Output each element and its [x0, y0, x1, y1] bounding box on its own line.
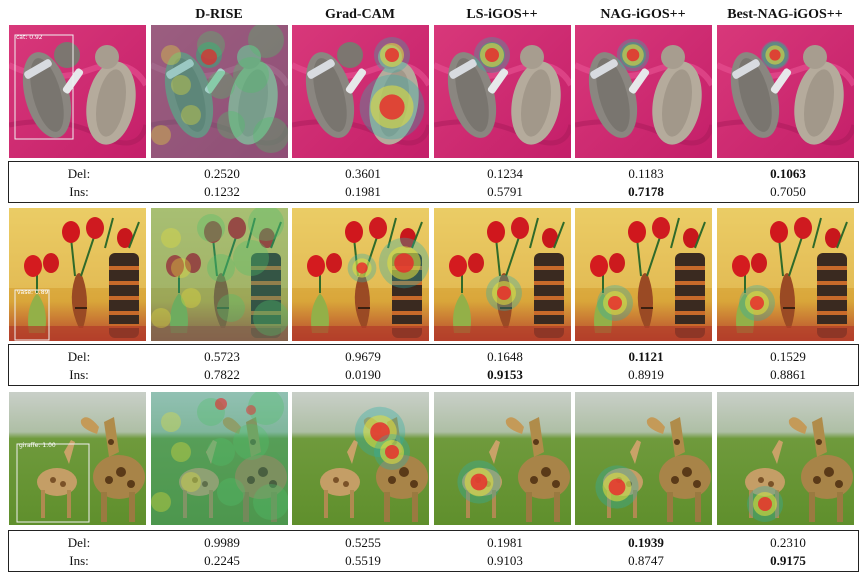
ins-value: 0.1232 [204, 184, 240, 199]
del-value: 0.2310 [770, 535, 806, 550]
image-cat-grad-cam [292, 25, 429, 158]
del-value: 0.1529 [770, 349, 806, 364]
header-d-rise: D-RISE [195, 7, 243, 22]
del-value: 0.2520 [204, 166, 240, 181]
del-label: Del: [67, 349, 91, 364]
del-label: Del: [67, 166, 91, 181]
ins-value: 0.8919 [628, 367, 664, 382]
image-giraffe-grad-cam [292, 392, 429, 525]
metrics-table-giraffe: Del: Ins: 0.9989 0.2245 0.5255 0.5519 0.1981 0.… [8, 530, 859, 572]
ins-value: 0.5791 [487, 184, 523, 199]
ins-value: 0.1981 [345, 184, 381, 199]
del-value: 0.3601 [345, 166, 381, 181]
ins-label: Ins: [69, 184, 89, 199]
image-vase-nag-igos [575, 208, 712, 341]
image-giraffe-nag-igos [575, 392, 712, 525]
detection-label: giraffe: 1.00 [19, 442, 56, 449]
image-giraffe-input: giraffe: 1.00 [9, 392, 146, 525]
image-vase-input: vase: 0.89 [9, 208, 146, 341]
del-value: 0.5723 [204, 349, 240, 364]
image-cat-best-nag-igos [717, 25, 854, 158]
ins-value: 0.7050 [770, 184, 806, 199]
ins-label: Ins: [69, 553, 89, 568]
image-cat-ls-igos [434, 25, 571, 158]
ins-value: 0.7822 [204, 367, 240, 382]
image-cat-d-rise [151, 25, 288, 158]
ins-label: Ins: [69, 367, 89, 382]
image-giraffe-d-rise [151, 392, 288, 525]
ins-value: 0.5519 [345, 553, 381, 568]
detection-label: cat: 0.92 [16, 34, 43, 41]
del-value: 0.1981 [487, 535, 523, 550]
header-grad-cam: Grad-CAM [325, 7, 395, 22]
ins-value: 0.7178 [628, 184, 664, 199]
ins-value: 0.8861 [770, 367, 806, 382]
ins-value: 0.8747 [628, 553, 664, 568]
del-value: 0.1121 [628, 349, 664, 364]
header-ls-igos: LS-iGOS++ [466, 7, 538, 22]
del-value: 0.1939 [628, 535, 664, 550]
header-best-nag-igos: Best-NAG-iGOS++ [727, 7, 843, 22]
metrics-table-vase: Del: Ins: 0.5723 0.7822 0.9679 0.0190 0.1648 0.… [8, 344, 859, 386]
image-giraffe-ls-igos [434, 392, 571, 525]
image-vase-d-rise [151, 208, 288, 341]
del-label: Del: [67, 535, 91, 550]
image-vase-ls-igos [434, 208, 571, 341]
del-value: 0.1234 [487, 166, 523, 181]
metrics-table-cat: Del: Ins: 0.2520 0.1232 0.3601 0.1981 0.1234 0.… [8, 161, 859, 203]
image-vase-best-nag-igos [717, 208, 854, 341]
ins-value: 0.9153 [487, 367, 523, 382]
del-value: 0.9679 [345, 349, 381, 364]
header-nag-igos: NAG-iGOS++ [600, 7, 686, 22]
del-value: 0.1183 [628, 166, 664, 181]
ins-value: 0.9103 [487, 553, 523, 568]
del-value: 0.9989 [204, 535, 240, 550]
image-cat-nag-igos [575, 25, 712, 158]
ins-value: 0.9175 [770, 553, 806, 568]
del-value: 0.1063 [770, 166, 806, 181]
image-cat-input: cat: 0.92 [9, 25, 146, 158]
image-giraffe-best-nag-igos [717, 392, 854, 525]
detection-label: vase: 0.89 [17, 289, 49, 296]
del-value: 0.1648 [487, 349, 523, 364]
del-value: 0.5255 [345, 535, 381, 550]
ins-value: 0.2245 [204, 553, 240, 568]
image-vase-grad-cam [292, 208, 429, 341]
ins-value: 0.0190 [345, 367, 381, 382]
